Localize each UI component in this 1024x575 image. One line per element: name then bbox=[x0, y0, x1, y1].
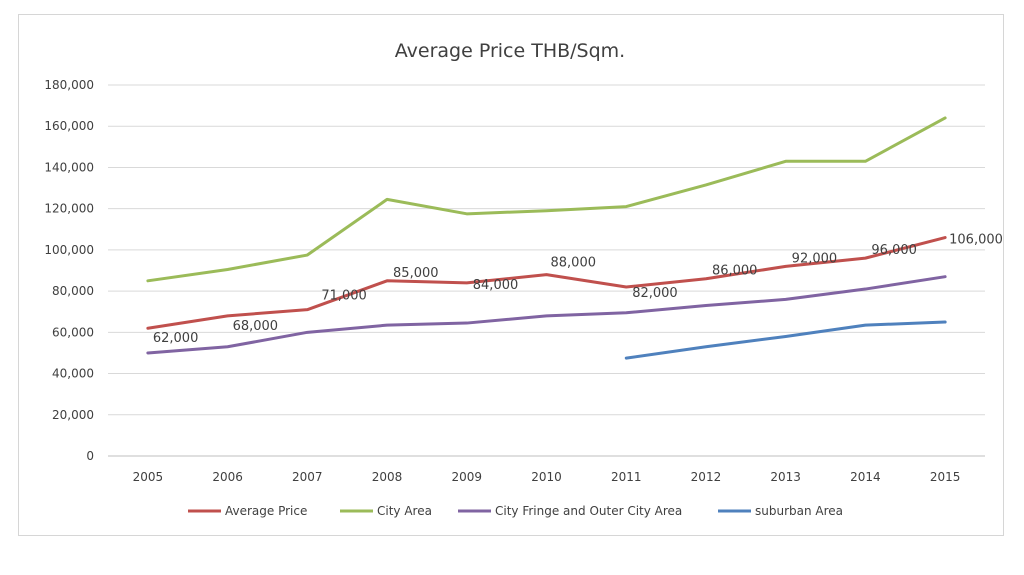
data-label: 92,000 bbox=[792, 251, 838, 266]
legend-label: City Area bbox=[377, 504, 432, 518]
x-tick-label: 2013 bbox=[770, 470, 801, 484]
y-tick-label: 0 bbox=[86, 449, 94, 463]
series-line-suburban-area bbox=[624, 320, 947, 360]
x-tick-label: 2008 bbox=[372, 470, 403, 484]
y-tick-label: 140,000 bbox=[44, 160, 94, 174]
x-tick-label: 2009 bbox=[451, 470, 482, 484]
series-line-average-price bbox=[146, 236, 947, 330]
data-label: 62,000 bbox=[153, 331, 199, 346]
chart-title: Average Price THB/Sqm. bbox=[395, 40, 625, 62]
data-label: 86,000 bbox=[712, 264, 758, 279]
y-tick-label: 180,000 bbox=[44, 78, 94, 92]
data-label: 68,000 bbox=[233, 319, 279, 334]
x-axis-ticks: 2005 2006 2007 2008 2009 2010 2011 2012 2013 2014… bbox=[133, 470, 961, 484]
series-line-city-area bbox=[146, 116, 947, 283]
x-tick-label: 2015 bbox=[930, 470, 961, 484]
y-tick-label: 40,000 bbox=[52, 367, 94, 381]
y-tick-label: 120,000 bbox=[44, 202, 94, 216]
data-label: 88,000 bbox=[551, 256, 597, 271]
data-label: 71,000 bbox=[321, 289, 367, 304]
x-tick-label: 2010 bbox=[531, 470, 562, 484]
data-label: 85,000 bbox=[393, 266, 439, 281]
data-label: 82,000 bbox=[632, 286, 678, 301]
x-tick-label: 2007 bbox=[292, 470, 323, 484]
x-tick-label: 2014 bbox=[850, 470, 881, 484]
x-tick-label: 2011 bbox=[611, 470, 642, 484]
data-label: 106,000 bbox=[949, 233, 1003, 248]
y-tick-label: 20,000 bbox=[52, 408, 94, 422]
series-line-city-fringe-and-outer-city-area bbox=[146, 275, 947, 355]
series-lines bbox=[146, 116, 947, 360]
legend-label: suburban Area bbox=[755, 504, 843, 518]
y-tick-label: 60,000 bbox=[52, 325, 94, 339]
y-tick-label: 100,000 bbox=[44, 243, 94, 257]
data-label: 84,000 bbox=[473, 278, 518, 293]
x-tick-label: 2006 bbox=[212, 470, 243, 484]
y-tick-label: 160,000 bbox=[44, 119, 94, 133]
data-label: 96,000 bbox=[871, 243, 917, 258]
legend-label: City Fringe and Outer City Area bbox=[495, 504, 682, 518]
data-labels: 62,000 68,000 71,000 85,000 84,000 88,000 82,0… bbox=[153, 233, 1003, 347]
gridlines bbox=[108, 84, 985, 457]
legend: Average Price City Area City Fringe and Ou… bbox=[188, 504, 843, 518]
x-tick-label: 2012 bbox=[691, 470, 722, 484]
y-axis-ticks: 0 20,000 40,000 60,000 80,000 100,000 120,000 1… bbox=[44, 78, 94, 463]
x-tick-label: 2005 bbox=[133, 470, 164, 484]
legend-label: Average Price bbox=[225, 504, 307, 518]
y-tick-label: 80,000 bbox=[52, 284, 94, 298]
